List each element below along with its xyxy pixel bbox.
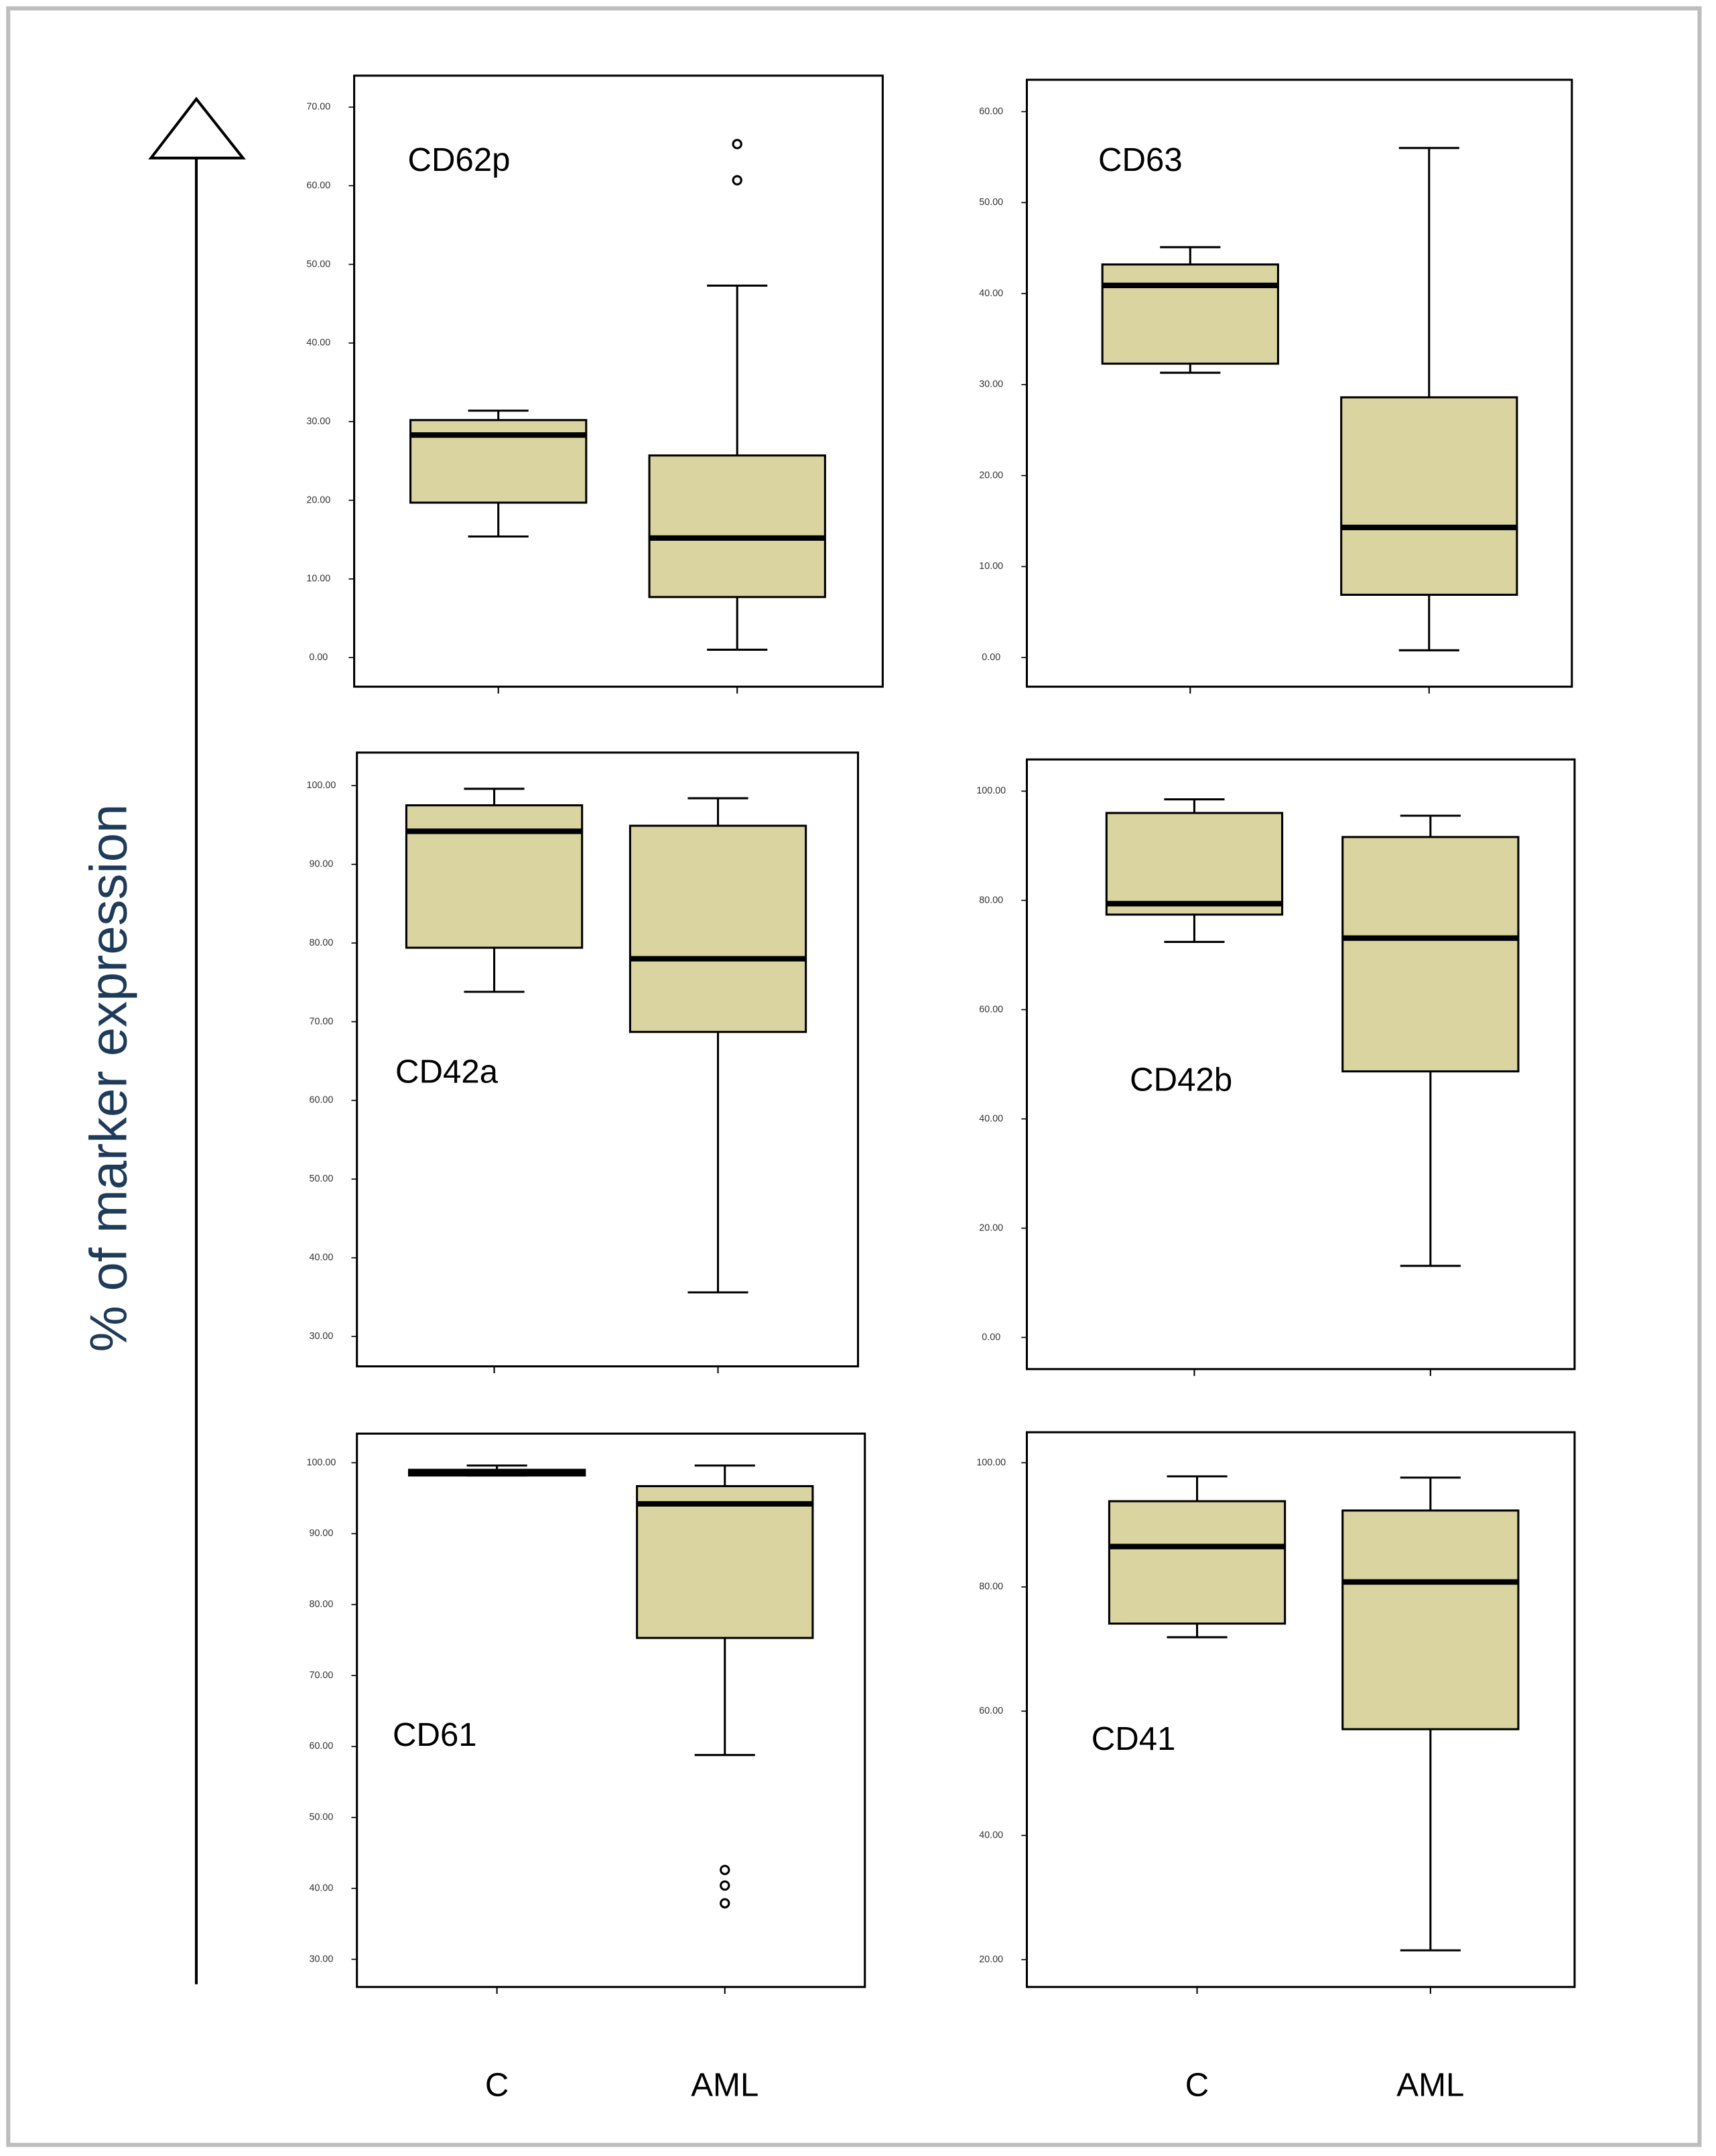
panel-title: CD42a (395, 1053, 499, 1090)
y-tick-label: 30.00 (306, 416, 330, 427)
y-tick-label: 10.00 (979, 561, 1003, 572)
y-tick-label: 100.00 (307, 1457, 336, 1468)
box (1341, 836, 1520, 1073)
x-tick-label: C (485, 2066, 509, 2103)
outlier (720, 1864, 730, 1875)
y-tick-label: 80.00 (979, 895, 1003, 905)
y-tick-label: 30.00 (309, 1331, 333, 1342)
y-tick-label: 100.00 (307, 780, 336, 791)
y-tick-label: 70.00 (306, 102, 330, 113)
panel-title: CD63 (1098, 141, 1183, 178)
y-tick-label: 100.00 (976, 785, 1006, 796)
y-tick-label: 60.00 (979, 106, 1003, 117)
plot-frame (353, 74, 884, 688)
y-tick-label: 60.00 (306, 180, 330, 191)
y-tick-label: 0.00 (982, 1332, 1000, 1342)
y-tick-label: 20.00 (979, 1954, 1003, 1965)
box (405, 804, 584, 949)
y-tick-label: 100.00 (976, 1457, 1006, 1468)
box (1341, 1509, 1520, 1730)
y-tick-label: 40.00 (309, 1883, 333, 1893)
plot-frame (1025, 78, 1573, 688)
y-tick-label: 40.00 (306, 338, 330, 348)
y-tick-label: 10.00 (306, 574, 330, 584)
x-tick-label: AML (691, 2066, 758, 2103)
y-tick-label: 60.00 (979, 1004, 1003, 1015)
y-tick-label: 70.00 (309, 1016, 333, 1027)
y-tick-label: 0.00 (309, 652, 328, 663)
y-tick-label: 70.00 (309, 1670, 333, 1681)
plot-frame (1025, 1431, 1576, 1988)
outlier (720, 1898, 730, 1909)
x-tick-label: C (1185, 2066, 1209, 2103)
y-tick-label: 20.00 (979, 1222, 1003, 1233)
y-tick-label: 30.00 (979, 379, 1003, 390)
page-frame (6, 6, 1702, 2147)
box (648, 454, 826, 598)
y-tick-label: 50.00 (979, 197, 1003, 208)
y-tick-label: 40.00 (979, 1830, 1003, 1840)
y-tick-label: 80.00 (309, 1599, 333, 1610)
y-tick-label: 80.00 (979, 1582, 1003, 1592)
box (1108, 1500, 1286, 1625)
arrow-head (148, 97, 246, 160)
y-axis-label: % of marker expression (80, 804, 138, 1352)
plot-frame (356, 1432, 866, 1988)
plot-frame (1025, 758, 1576, 1371)
y-tick-label: 40.00 (309, 1253, 333, 1263)
box (629, 824, 807, 1033)
y-tick-label: 20.00 (306, 495, 330, 505)
box (1340, 396, 1518, 596)
y-tick-label: 90.00 (309, 1528, 333, 1539)
panel-title: CD61 (393, 1716, 477, 1753)
panel-title: CD62p (407, 141, 510, 178)
panel-title: CD42b (1130, 1062, 1232, 1098)
y-tick-label: 90.00 (309, 859, 333, 869)
outlier (720, 1880, 730, 1891)
y-tick-label: 80.00 (309, 938, 333, 948)
y-tick-label: 60.00 (309, 1095, 333, 1106)
box (1101, 263, 1279, 365)
box (636, 1484, 814, 1639)
y-tick-label: 20.00 (979, 470, 1003, 481)
y-tick-label: 60.00 (309, 1741, 333, 1752)
y-tick-label: 30.00 (309, 1954, 333, 1964)
panel-title: CD41 (1092, 1720, 1176, 1757)
outlier (732, 175, 742, 186)
y-tick-label: 50.00 (309, 1812, 333, 1823)
y-tick-label: 50.00 (309, 1174, 333, 1184)
y-tick-label: 40.00 (979, 1113, 1003, 1124)
plot-frame (356, 751, 860, 1368)
box (1105, 812, 1284, 916)
outlier (732, 139, 742, 149)
x-tick-label: AML (1396, 2066, 1464, 2103)
y-tick-label: 60.00 (979, 1706, 1003, 1716)
y-tick-label: 0.00 (982, 652, 1000, 663)
y-tick-label: 40.00 (979, 288, 1003, 299)
y-tick-label: 50.00 (306, 259, 330, 269)
